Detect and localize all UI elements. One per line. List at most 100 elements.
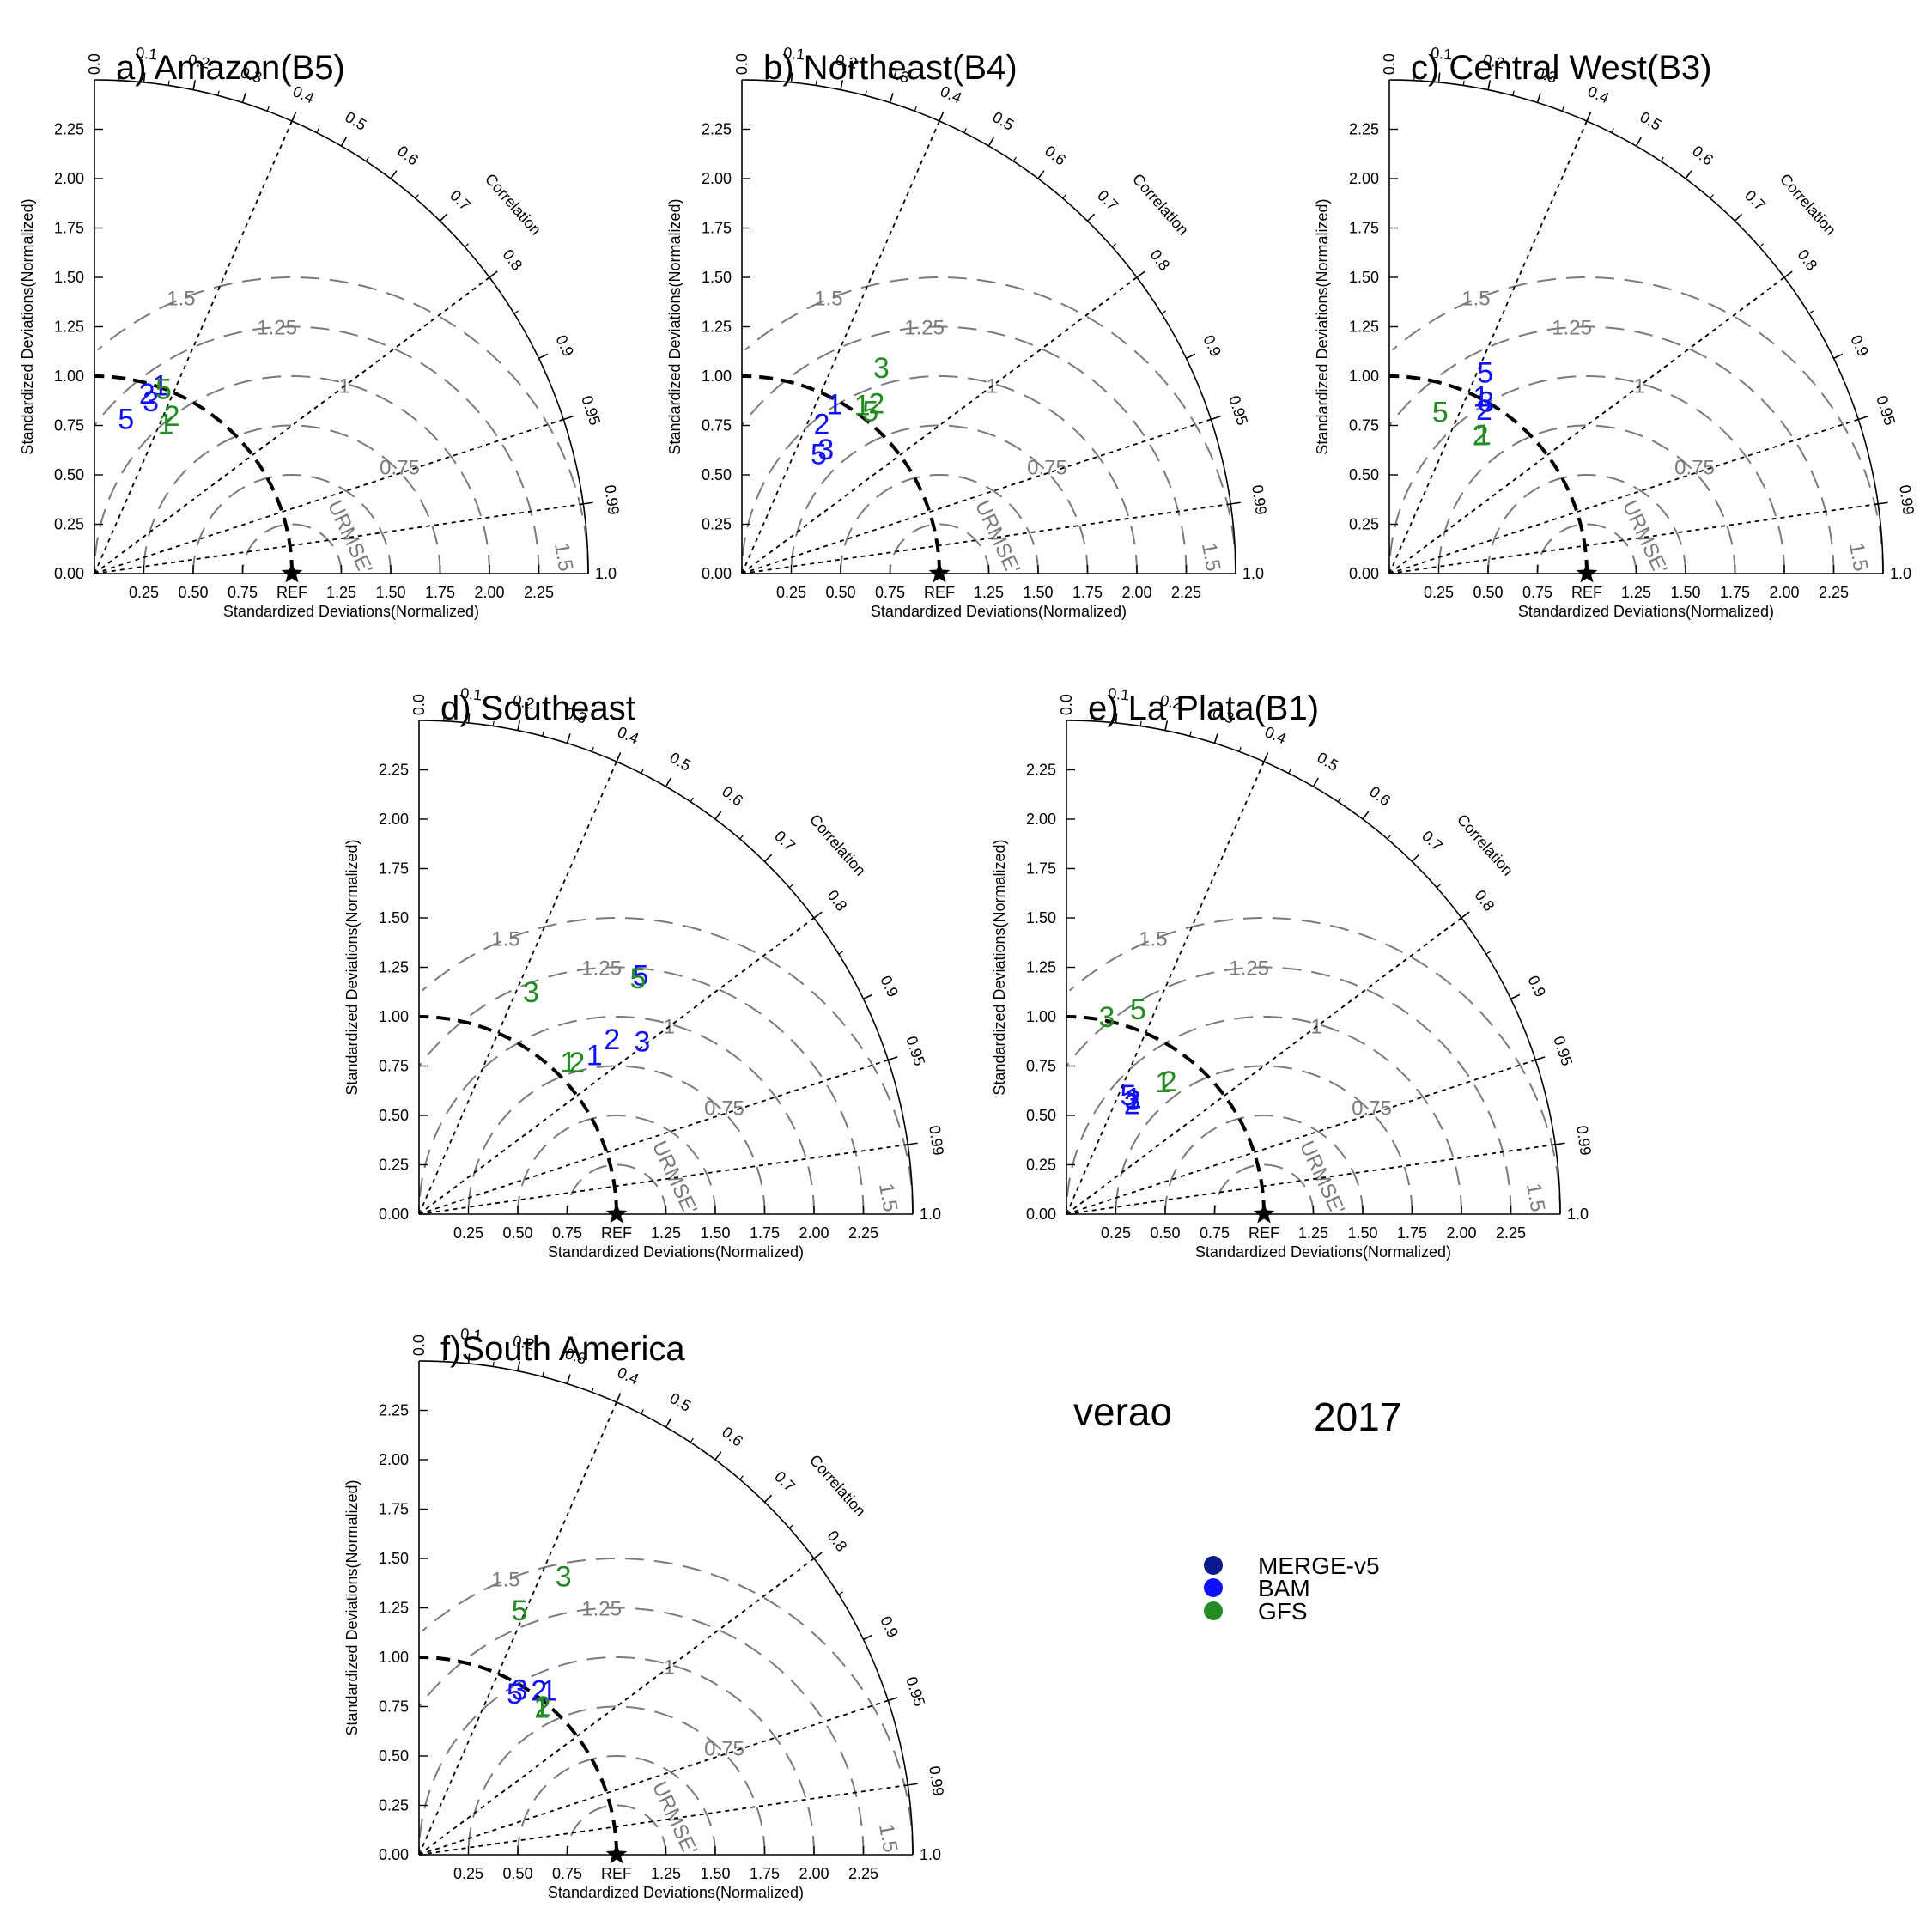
rms-arc	[467, 1705, 766, 1856]
rms-arc	[1213, 1163, 1315, 1215]
corr-minor-tick	[1087, 216, 1091, 222]
taylor-panel-2: b) Northeast(B4)0.7511.251.5URMSE'1.50.0…	[666, 44, 1270, 620]
rms-label: 1.25	[581, 957, 622, 980]
data-point-gfs-5: 5	[155, 374, 172, 406]
corr-minor-tick	[1115, 718, 1117, 723]
rms-arc	[790, 424, 1089, 574]
correlation-ray	[418, 1401, 617, 1856]
y-tick-label: 0.50	[1026, 1107, 1056, 1124]
rms-arc	[1069, 916, 1561, 1215]
y-tick-label: 0.75	[1349, 417, 1379, 434]
corr-minor-tick	[1858, 417, 1863, 421]
corr-tick-label: 0.99	[1573, 1124, 1595, 1157]
corr-tick-label: 0.7	[1741, 186, 1769, 214]
reference-arc	[94, 374, 294, 574]
corr-tick-label: 0.2	[1158, 691, 1183, 713]
x-tick-label: 1.50	[700, 1224, 730, 1242]
corr-tick-label: 0.0	[733, 53, 750, 75]
y-tick-label: 1.00	[1026, 1008, 1056, 1025]
data-point-gfs-3: 3	[873, 352, 890, 385]
corr-minor-tick	[143, 77, 145, 82]
corr-minor-tick	[616, 1397, 619, 1403]
x-axis-title: Standardized Deviations(Normalized)	[548, 1243, 804, 1261]
data-point-bam-1: 1	[827, 388, 843, 421]
rms-label: 1.5	[1522, 1182, 1549, 1214]
corr-tick-label: 0.95	[1550, 1034, 1576, 1068]
corr-minor-tick	[838, 951, 843, 955]
x-tick-label: 0.75	[1200, 1224, 1230, 1242]
x-tick-label: 0.50	[178, 584, 208, 601]
correlation-ray	[1066, 761, 1265, 1215]
panel-title: a) Amazon(B5)	[116, 49, 345, 87]
x-tick-label: 0.75	[228, 584, 258, 601]
corr-tick-label: 0.9	[552, 332, 577, 359]
corr-tick-label: 0.9	[877, 1613, 902, 1640]
data-point-gfs-2: 2	[568, 1047, 585, 1079]
data-point-bam-3: 3	[634, 1025, 650, 1058]
panel-title: f)South America	[440, 1330, 685, 1368]
corr-minor-tick	[889, 97, 892, 103]
corr-minor-tick	[1536, 97, 1540, 103]
corr-tick-label: 0.7	[1094, 186, 1121, 214]
x-tick-label: REF	[276, 584, 307, 601]
rms-label: 1.5	[491, 1569, 519, 1592]
corr-label: 1.0	[920, 1846, 941, 1863]
y-tick-label: 2.25	[1349, 121, 1379, 138]
taylor-panel-5: e) La Plata(B1)0.7511.251.5URMSE'1.50.00…	[991, 684, 1595, 1261]
rms-label: 1.25	[1229, 957, 1269, 980]
y-tick-label: 2.25	[379, 1402, 409, 1419]
x-tick-label: 1.75	[1397, 1224, 1427, 1242]
corr-minor-tick	[739, 835, 744, 840]
y-tick-label: 1.00	[379, 1649, 409, 1666]
corr-minor-tick	[1139, 720, 1142, 726]
y-tick-label: 0.50	[1349, 466, 1379, 483]
corr-minor-tick	[1611, 128, 1614, 133]
taylor-panel-1: a) Amazon(B5)0.7511.251.5URMSE'1.50.000.…	[19, 44, 623, 620]
corr-minor-tick	[1461, 914, 1466, 919]
corr-tick-label: 0.1	[459, 684, 483, 703]
data-point-bam-3: 3	[1125, 1084, 1141, 1117]
y-tick-label: 0.25	[54, 516, 84, 533]
rms-arc	[94, 374, 490, 574]
x-tick-label: REF	[1571, 584, 1602, 601]
corr-tick-label: 0.1	[1107, 684, 1130, 703]
y-axis-title: Standardized Deviations(Normalized)	[666, 198, 683, 454]
y-tick-label: 0.75	[1026, 1058, 1056, 1075]
data-point-bam-5: 5	[633, 960, 649, 993]
x-tick-label: 0.25	[129, 584, 159, 601]
y-tick-label: 1.25	[1349, 319, 1379, 336]
y-tick-label: 1.50	[379, 909, 409, 927]
x-axis-title: Standardized Deviations(Normalized)	[871, 603, 1127, 620]
x-tick-label: REF	[601, 1224, 632, 1242]
taylor-panel-3: c) Central West(B3)0.7511.251.5URMSE'1.5…	[1314, 44, 1917, 620]
corr-tick-label: 0.6	[1042, 143, 1069, 169]
corr-tick-label: 0.6	[1689, 143, 1716, 169]
y-tick-label: 1.25	[1026, 959, 1056, 976]
data-point-gfs-5: 5	[1432, 396, 1449, 428]
corr-tick-label: 0.0	[86, 53, 103, 75]
y-tick-label: 1.75	[1026, 860, 1056, 878]
x-tick-label: 2.25	[848, 1865, 878, 1882]
corr-minor-tick	[815, 80, 817, 86]
rms-label: 1.5	[167, 288, 195, 311]
reference-star	[605, 1203, 628, 1224]
x-axis-title: Standardized Deviations(Normalized)	[1518, 603, 1774, 620]
reference-arc	[1388, 374, 1589, 574]
corr-minor-tick	[641, 769, 644, 774]
corr-minor-tick	[1561, 106, 1564, 112]
corr-label: 1.0	[1890, 565, 1911, 582]
rms-label: 1.25	[581, 1597, 622, 1620]
data-point-gfs-3: 3	[523, 976, 539, 1009]
corr-tick-label: 0.95	[902, 1674, 928, 1709]
corr-minor-tick	[939, 116, 942, 122]
data-point-bam-2: 2	[604, 1024, 620, 1056]
rms-arc	[1066, 966, 1512, 1215]
rms-arc	[1388, 374, 1785, 574]
correlation-ray	[94, 120, 293, 574]
corr-minor-tick	[1211, 417, 1216, 421]
corr-minor-tick	[291, 116, 295, 122]
corr-tick-label: 0.95	[902, 1034, 928, 1068]
corr-minor-tick	[1833, 355, 1838, 359]
x-tick-label: 0.50	[1473, 584, 1503, 601]
y-tick-label: 1.00	[54, 368, 84, 385]
